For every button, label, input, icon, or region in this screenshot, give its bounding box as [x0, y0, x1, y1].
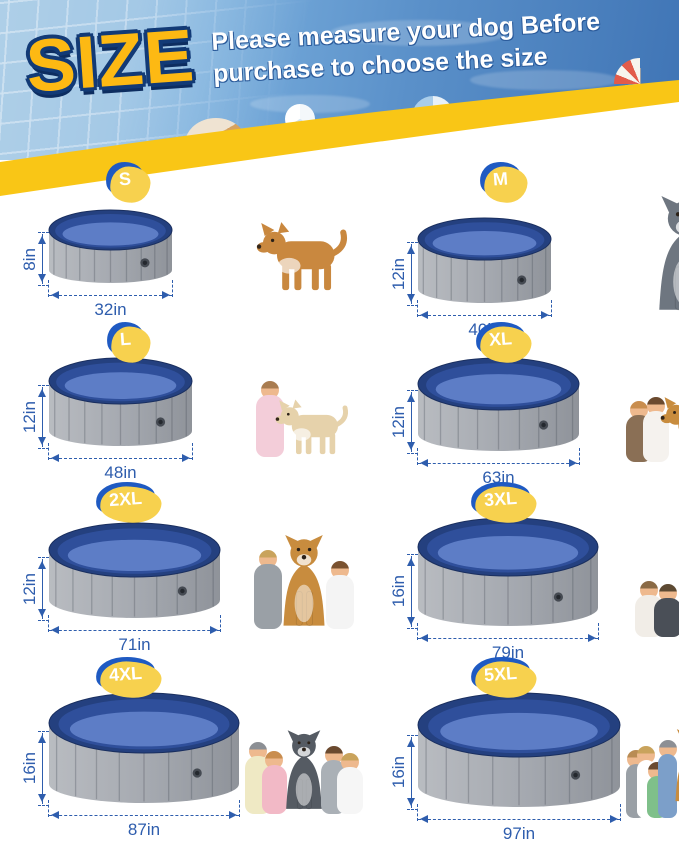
diameter-dimension-line — [49, 815, 239, 816]
pool-illustration — [416, 356, 581, 454]
dog-figure — [668, 715, 679, 818]
height-dimension: 12in — [389, 392, 412, 452]
size-badge: XL — [475, 320, 526, 357]
height-dimension-line — [42, 733, 43, 804]
height-dimension-label: 8in — [20, 248, 40, 271]
size-badge-label: XL — [488, 328, 512, 350]
diameter-dimension-line — [49, 295, 172, 296]
height-dimension-line — [411, 556, 412, 627]
height-dimension-label: 12in — [20, 401, 40, 433]
height-dimension-line — [42, 234, 43, 284]
pool-illustration — [47, 521, 222, 621]
size-badge: 4XL — [95, 655, 156, 693]
height-dimension: 8in — [20, 234, 43, 284]
person-figure — [326, 561, 354, 629]
diameter-dimension-label: 97in — [416, 824, 622, 844]
height-dimension-label: 16in — [389, 575, 409, 607]
size-badge: 2XL — [95, 480, 156, 518]
size-cell-4xl: 4XL 16in 87in — [0, 655, 369, 833]
pool-illustration — [416, 216, 553, 306]
dog-figure — [256, 220, 352, 294]
size-photo — [626, 715, 679, 818]
size-badge: S — [105, 161, 145, 198]
person-figure — [337, 753, 363, 814]
height-dimension: 16in — [389, 737, 412, 808]
size-cell-2xl: 2XL 12in 71in — [0, 480, 369, 655]
diameter-dimension: 48in — [47, 451, 194, 483]
height-dimension-line — [411, 737, 412, 808]
height-dimension: 12in — [20, 387, 43, 447]
diameter-dimension-line — [418, 819, 620, 820]
height-dimension-line — [411, 244, 412, 304]
diameter-dimension: 32in — [47, 288, 174, 320]
size-badge-label: 3XL — [483, 488, 517, 510]
size-badge-label: 5XL — [483, 663, 517, 685]
height-dimension: 12in — [389, 244, 412, 304]
beach-ball-icon — [285, 104, 315, 134]
diameter-dimension-line — [418, 638, 598, 639]
size-photo — [626, 392, 679, 462]
pool-illustration — [47, 691, 241, 806]
diameter-dimension-line — [49, 630, 220, 631]
diameter-dimension-label: 32in — [47, 300, 174, 320]
size-photo — [626, 196, 679, 314]
diameter-dimension-label: 71in — [47, 635, 222, 655]
height-dimension-line — [42, 559, 43, 619]
size-photo — [245, 728, 363, 814]
pool-illustration — [416, 516, 600, 629]
size-badge: M — [479, 161, 522, 198]
pool-illustration — [416, 691, 622, 810]
height-dimension-label: 16in — [20, 752, 40, 784]
height-dimension: 16in — [389, 556, 412, 627]
dog-figure — [275, 398, 352, 457]
size-photo — [245, 220, 363, 294]
size-badge-label: 2XL — [108, 488, 142, 510]
size-cell-l: L 12in 48in — [0, 320, 369, 480]
height-dimension: 12in — [20, 559, 43, 619]
size-cell-m: M 12in 40in — [369, 160, 679, 320]
diameter-dimension: 71in — [47, 623, 222, 655]
height-dimension-line — [411, 392, 412, 452]
size-badge: L — [106, 321, 145, 357]
diameter-dimension-label: 87in — [47, 820, 241, 840]
dog-figure — [673, 571, 679, 637]
height-dimension: 16in — [20, 733, 43, 804]
size-cell-s: S 8in 32in — [0, 160, 369, 320]
size-badge-label: S — [119, 169, 132, 190]
beach-ball-icon — [412, 96, 454, 138]
height-dimension-label: 12in — [389, 406, 409, 438]
size-badge: 5XL — [470, 655, 531, 693]
diameter-dimension: 87in — [47, 808, 241, 840]
diameter-dimension-line — [418, 463, 579, 464]
header-banner: SIZE Please measure your dog Before purc… — [0, 0, 679, 160]
height-dimension-label: 12in — [20, 573, 40, 605]
pool-illustration — [47, 356, 194, 449]
size-badge-label: L — [119, 329, 131, 350]
size-photo — [245, 535, 363, 629]
size-cell-xl: XL 12in 63in — [369, 320, 679, 480]
size-badge-label: 4XL — [108, 663, 142, 685]
size-photo — [245, 381, 363, 457]
height-dimension-label: 16in — [389, 756, 409, 788]
height-dimension-label: 12in — [389, 258, 409, 290]
diameter-dimension-line — [418, 315, 551, 316]
size-photo — [626, 571, 679, 637]
diameter-dimension: 97in — [416, 812, 622, 844]
page-title: SIZE — [23, 12, 197, 109]
diameter-dimension-line — [49, 458, 192, 459]
height-dimension-line — [42, 387, 43, 447]
dog-figure — [660, 392, 679, 462]
size-cell-3xl: 3XL 16in 79in — [369, 480, 679, 655]
size-cell-5xl: 5XL 16in 97in — [369, 655, 679, 833]
pool-illustration — [47, 208, 174, 286]
size-badge: 3XL — [470, 480, 531, 518]
size-grid: S 8in 32in — [0, 160, 679, 833]
dog-figure — [646, 196, 679, 314]
size-badge-label: M — [492, 169, 508, 190]
